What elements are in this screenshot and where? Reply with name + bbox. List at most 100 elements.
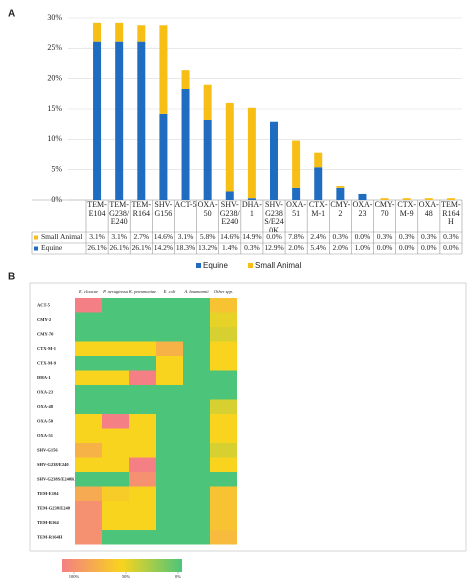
x-tick-label: TEM-G238/E240	[109, 201, 130, 226]
heatmap-cell	[183, 327, 210, 342]
column-header: E. coli	[163, 289, 176, 294]
heatmap-cell	[129, 501, 156, 516]
bar-segment	[424, 198, 433, 200]
heatmap-cell	[129, 472, 156, 487]
heatmap-cell	[210, 341, 237, 356]
table-value: 3.1%	[89, 232, 105, 241]
heatmap-cell	[183, 341, 210, 356]
heatmap-cell	[75, 501, 102, 516]
heatmap-cell	[210, 399, 237, 414]
heatmap-cell	[156, 443, 183, 458]
colorbar	[62, 559, 182, 572]
heatmap-cell	[210, 312, 237, 327]
row-label: ACT-5	[37, 302, 51, 307]
category-cell: CTX-M-1	[308, 201, 328, 218]
table-value: 2.0%	[288, 243, 304, 252]
column-header: P. aeruginosa	[102, 289, 128, 294]
bar-segment	[358, 193, 367, 200]
heatmap-cell	[210, 356, 237, 371]
bar-segment	[115, 22, 124, 42]
heatmap-cell	[75, 341, 102, 356]
bar-segment	[247, 107, 256, 199]
heatmap-cell	[102, 399, 129, 414]
row-label: TEM-E104	[37, 491, 59, 496]
column-header: E. cloacae	[78, 289, 98, 294]
row-label: SHV-G238/E240	[37, 462, 69, 467]
table-value: 0.3%	[443, 232, 459, 241]
table-value: 7.8%	[288, 232, 304, 241]
row-label: DHA-1	[37, 375, 51, 380]
heatmap-cell	[75, 515, 102, 530]
heatmap-cell	[183, 414, 210, 429]
category-cell: TEM-R164H	[441, 201, 461, 226]
legend-key	[196, 263, 201, 268]
y-tick-label: 30%	[47, 13, 62, 22]
heatmap-cell	[102, 472, 129, 487]
row-label: SHV-G156	[37, 447, 58, 452]
bar-segment	[181, 70, 190, 89]
x-tick-label: CTX-M-1	[308, 201, 328, 218]
row-label: SHV-G238S/E240K	[37, 476, 75, 481]
heatmap-cell	[75, 298, 102, 313]
category-cell: SHV-G156	[154, 201, 172, 217]
category-cell: TEM-E104	[87, 201, 107, 217]
heatmap-cell	[102, 486, 129, 501]
heatmap-cell	[183, 428, 210, 443]
y-tick-label: 0%	[51, 195, 62, 204]
heatmap-cell	[156, 428, 183, 443]
bar-segment	[159, 25, 168, 114]
bar-segment	[292, 187, 301, 200]
category-cell: ACT-5	[175, 201, 197, 209]
heatmap-cell	[75, 457, 102, 472]
heatmap-cell	[210, 385, 237, 400]
bar-segment	[137, 41, 146, 200]
heatmap-cell	[102, 414, 129, 429]
legend-label: Small Animal	[255, 261, 301, 270]
heatmap-cell	[75, 443, 102, 458]
bar-segment	[446, 198, 455, 200]
panel-label: B	[8, 272, 15, 283]
x-tick-label: OXA-51	[286, 201, 307, 218]
category-cell: CMY-70	[375, 201, 395, 217]
heatmap-cell	[75, 356, 102, 371]
heatmap-cell	[156, 530, 183, 545]
x-tick-label: CTX-M-9	[397, 201, 417, 218]
bar-segment	[203, 119, 212, 200]
heatmap-cell	[102, 428, 129, 443]
row-label: OXA-50	[37, 418, 54, 423]
heatmap-cell	[129, 370, 156, 385]
row-label: OXA-51	[37, 433, 54, 438]
table-value: 0.0%	[399, 243, 415, 252]
heatmap-cell	[102, 515, 129, 530]
y-tick-label: 15%	[47, 104, 62, 113]
heatmap-cell	[75, 370, 102, 385]
row-label: CMY-70	[37, 331, 54, 336]
heatmap-cell	[183, 515, 210, 530]
heatmap-cell	[183, 298, 210, 313]
table-value: 0.3%	[244, 243, 260, 252]
row-label: CTX-M-9	[37, 360, 57, 365]
heatmap-cell	[75, 428, 102, 443]
heatmap-cell	[156, 486, 183, 501]
heatmap-cell	[102, 356, 129, 371]
heatmap-cell	[156, 312, 183, 327]
x-tick-label: OXA-50	[197, 201, 218, 218]
legend-key	[248, 263, 253, 268]
heatmap-cell	[183, 356, 210, 371]
heatmap-cell	[129, 341, 156, 356]
heatmap-cell	[129, 414, 156, 429]
table-value: 0.0%	[421, 243, 437, 252]
bar-segment	[247, 198, 256, 200]
heatmap-cell	[210, 530, 237, 545]
heatmap-cell	[156, 515, 183, 530]
bar-segment	[314, 152, 323, 168]
row-label: TEM-R164	[37, 520, 59, 525]
table-value: 5.4%	[310, 243, 326, 252]
table-value: 0.3%	[333, 232, 349, 241]
table-value: 18.3%	[176, 243, 195, 252]
category-cell: OXA-48	[419, 201, 439, 217]
heatmap-cell	[75, 399, 102, 414]
y-tick-label: 20%	[47, 73, 62, 82]
table-value: 0.0%	[377, 243, 393, 252]
table-value: 26.1%	[109, 243, 128, 252]
